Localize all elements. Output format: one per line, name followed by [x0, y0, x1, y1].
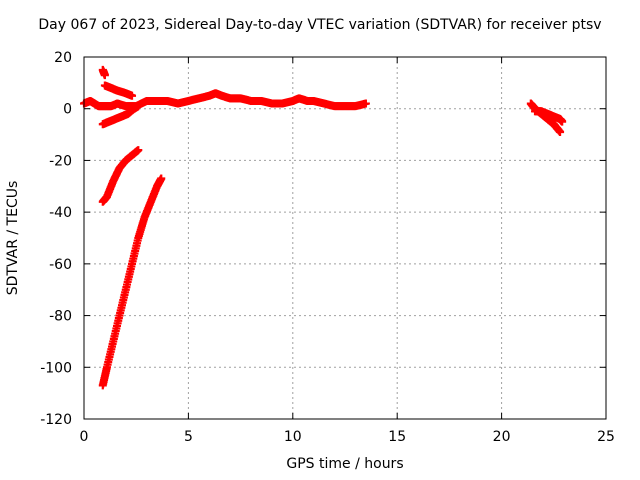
x-tick-label: 0	[80, 429, 89, 445]
data-point	[134, 146, 143, 155]
data-point	[556, 127, 565, 136]
y-tick-label: -120	[40, 412, 72, 428]
y-tick-label: 20	[54, 50, 72, 66]
series-arc-minus-6	[98, 102, 143, 129]
y-tick-label: -100	[40, 360, 72, 376]
x-tick-label: 25	[597, 429, 615, 445]
y-tick-label: -40	[49, 205, 72, 221]
data-point	[157, 174, 166, 183]
series-arc-descending	[100, 81, 137, 100]
x-tick-label: 15	[388, 429, 406, 445]
data-point	[361, 99, 370, 108]
x-tick-label: 20	[493, 429, 511, 445]
data-point	[100, 71, 109, 80]
series-arc-minus-36	[98, 146, 143, 206]
chart-title: Day 067 of 2023, Sidereal Day-to-day VTE…	[38, 17, 602, 33]
series-short-arc	[98, 65, 109, 80]
x-tick-label: 10	[284, 429, 302, 445]
y-tick-label: -60	[49, 257, 72, 273]
data-point	[558, 117, 567, 126]
y-tick-label: 0	[63, 102, 72, 118]
y-tick-label: -20	[49, 153, 72, 169]
data-point	[128, 91, 137, 100]
y-tick-label: -80	[49, 309, 72, 325]
plot-frame	[83, 56, 607, 420]
data-point	[134, 102, 143, 111]
x-axis-label: GPS time / hours	[286, 456, 404, 472]
series-arc-minus-107	[98, 174, 166, 390]
series-arc-late-b	[531, 107, 567, 126]
x-tick-label: 5	[184, 429, 193, 445]
